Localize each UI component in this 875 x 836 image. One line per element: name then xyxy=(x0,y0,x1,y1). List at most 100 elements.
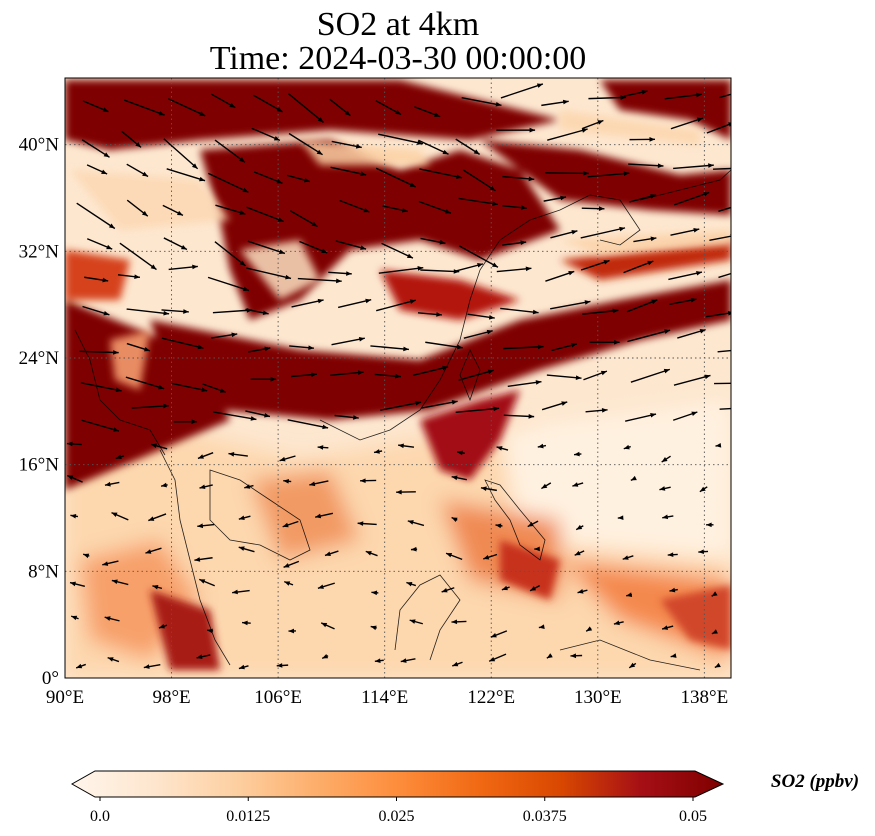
wind-arrow xyxy=(628,163,664,169)
wind-arrow xyxy=(629,137,656,142)
wind-arrow xyxy=(86,238,113,250)
wind-arrow xyxy=(309,480,329,487)
wind-arrow xyxy=(551,343,578,352)
wind-arrow xyxy=(585,626,593,632)
wind-arrow xyxy=(117,274,141,280)
wind-arrow xyxy=(462,169,496,192)
wind-arrow xyxy=(104,616,120,622)
wind-arrow xyxy=(238,515,251,521)
wind-arrow xyxy=(282,520,299,528)
wind-arrow xyxy=(585,407,608,413)
wind-arrow xyxy=(412,365,449,376)
wind-arrow xyxy=(458,369,494,381)
wind-arrow xyxy=(365,550,378,557)
wind-arrow xyxy=(501,585,510,591)
wind-arrow xyxy=(250,376,277,382)
wind-arrow xyxy=(81,419,120,432)
wind-arrow xyxy=(206,628,214,634)
wind-arrow xyxy=(613,620,624,626)
wind-arrow xyxy=(502,240,527,246)
wind-arrow xyxy=(107,656,120,663)
wind-arrow xyxy=(410,546,418,552)
wind-arrow xyxy=(79,350,119,355)
wind-arrow xyxy=(527,520,539,528)
colorbar-tick-label: 0.0375 xyxy=(523,808,567,825)
wind-arrow xyxy=(698,549,709,555)
wind-arrow xyxy=(126,342,151,352)
wind-arrow xyxy=(163,138,199,170)
wind-arrow xyxy=(454,263,484,273)
wind-arrow xyxy=(194,557,213,562)
colorbar-ticks: 0.0 0.0125 0.025 0.0375 0.05 xyxy=(90,797,707,825)
wind-arrow xyxy=(495,523,503,529)
lat-tick-label: 16°N xyxy=(19,455,60,476)
lon-tick-label: 130°E xyxy=(574,687,622,708)
colorbar-tick-label: 0.05 xyxy=(679,808,707,825)
wind-arrow xyxy=(360,478,377,484)
wind-arrow xyxy=(330,370,364,377)
wind-arrow xyxy=(208,172,249,193)
wind-arrow xyxy=(717,349,731,353)
wind-arrow xyxy=(711,591,718,597)
wind-arrow xyxy=(488,653,507,662)
wind-arrow xyxy=(550,229,578,239)
wind-arrow xyxy=(672,411,698,421)
wind-arrow xyxy=(418,139,449,155)
wind-arrow xyxy=(406,581,417,587)
wind-arrow xyxy=(331,140,362,149)
wind-arrow xyxy=(111,511,129,521)
wind-arrow xyxy=(661,625,674,630)
wind-arrow xyxy=(570,653,583,659)
wind-arrow xyxy=(409,619,423,625)
wind-arrow xyxy=(630,475,637,481)
wind-arrow xyxy=(419,168,463,179)
wind-arrow xyxy=(143,663,161,669)
wind-arrow xyxy=(76,202,116,230)
wind-arrow xyxy=(617,515,624,521)
wind-arrow xyxy=(544,171,589,176)
wind-arrow xyxy=(706,522,714,528)
wind-arrow xyxy=(166,168,206,182)
wind-arrow xyxy=(669,297,697,305)
wind-arrow xyxy=(173,419,198,425)
wind-arrow xyxy=(115,454,125,460)
wind-arrow xyxy=(425,341,463,350)
wind-arrow xyxy=(145,547,162,554)
wind-arrow xyxy=(398,443,415,449)
wind-arrow xyxy=(331,336,365,346)
wind-arrow xyxy=(289,210,318,228)
wind-arrow xyxy=(582,119,604,130)
wind-arrow xyxy=(456,450,465,456)
wind-arrow xyxy=(580,226,626,239)
wind-arrow xyxy=(320,622,335,630)
wind-arrow xyxy=(699,486,708,493)
wind-arrow xyxy=(670,653,677,658)
map-title-line2: Time: 2024-03-30 00:00:00 xyxy=(209,40,587,77)
longitude-tick-labels: 90°E 98°E 106°E 114°E 122°E 130°E 138°E xyxy=(46,687,728,708)
wind-arrow xyxy=(629,194,657,203)
wind-arrow xyxy=(357,521,377,526)
wind-arrow xyxy=(670,227,700,236)
wind-arrow xyxy=(418,200,452,214)
wind-arrow xyxy=(421,399,458,409)
wind-arrow xyxy=(119,242,157,271)
wind-arrow xyxy=(82,305,110,316)
wind-arrow xyxy=(317,582,335,589)
wind-arrow xyxy=(246,267,292,280)
wind-arrow xyxy=(623,444,631,450)
coastlines xyxy=(74,169,731,671)
wind-arrow xyxy=(400,658,416,663)
wind-arrow xyxy=(228,451,248,457)
wind-arrow xyxy=(541,99,569,107)
wind-arrow xyxy=(214,241,246,267)
wind-arrow xyxy=(541,482,552,490)
wind-arrow xyxy=(210,93,236,109)
wind-arrow xyxy=(451,516,458,522)
wind-arrow xyxy=(150,443,168,450)
colorbar-tick-label: 0.0 xyxy=(90,808,110,825)
wind-arrow xyxy=(247,346,271,353)
wind-arrow xyxy=(81,139,110,158)
wind-arrow xyxy=(374,658,384,663)
wind-arrow xyxy=(718,206,731,212)
